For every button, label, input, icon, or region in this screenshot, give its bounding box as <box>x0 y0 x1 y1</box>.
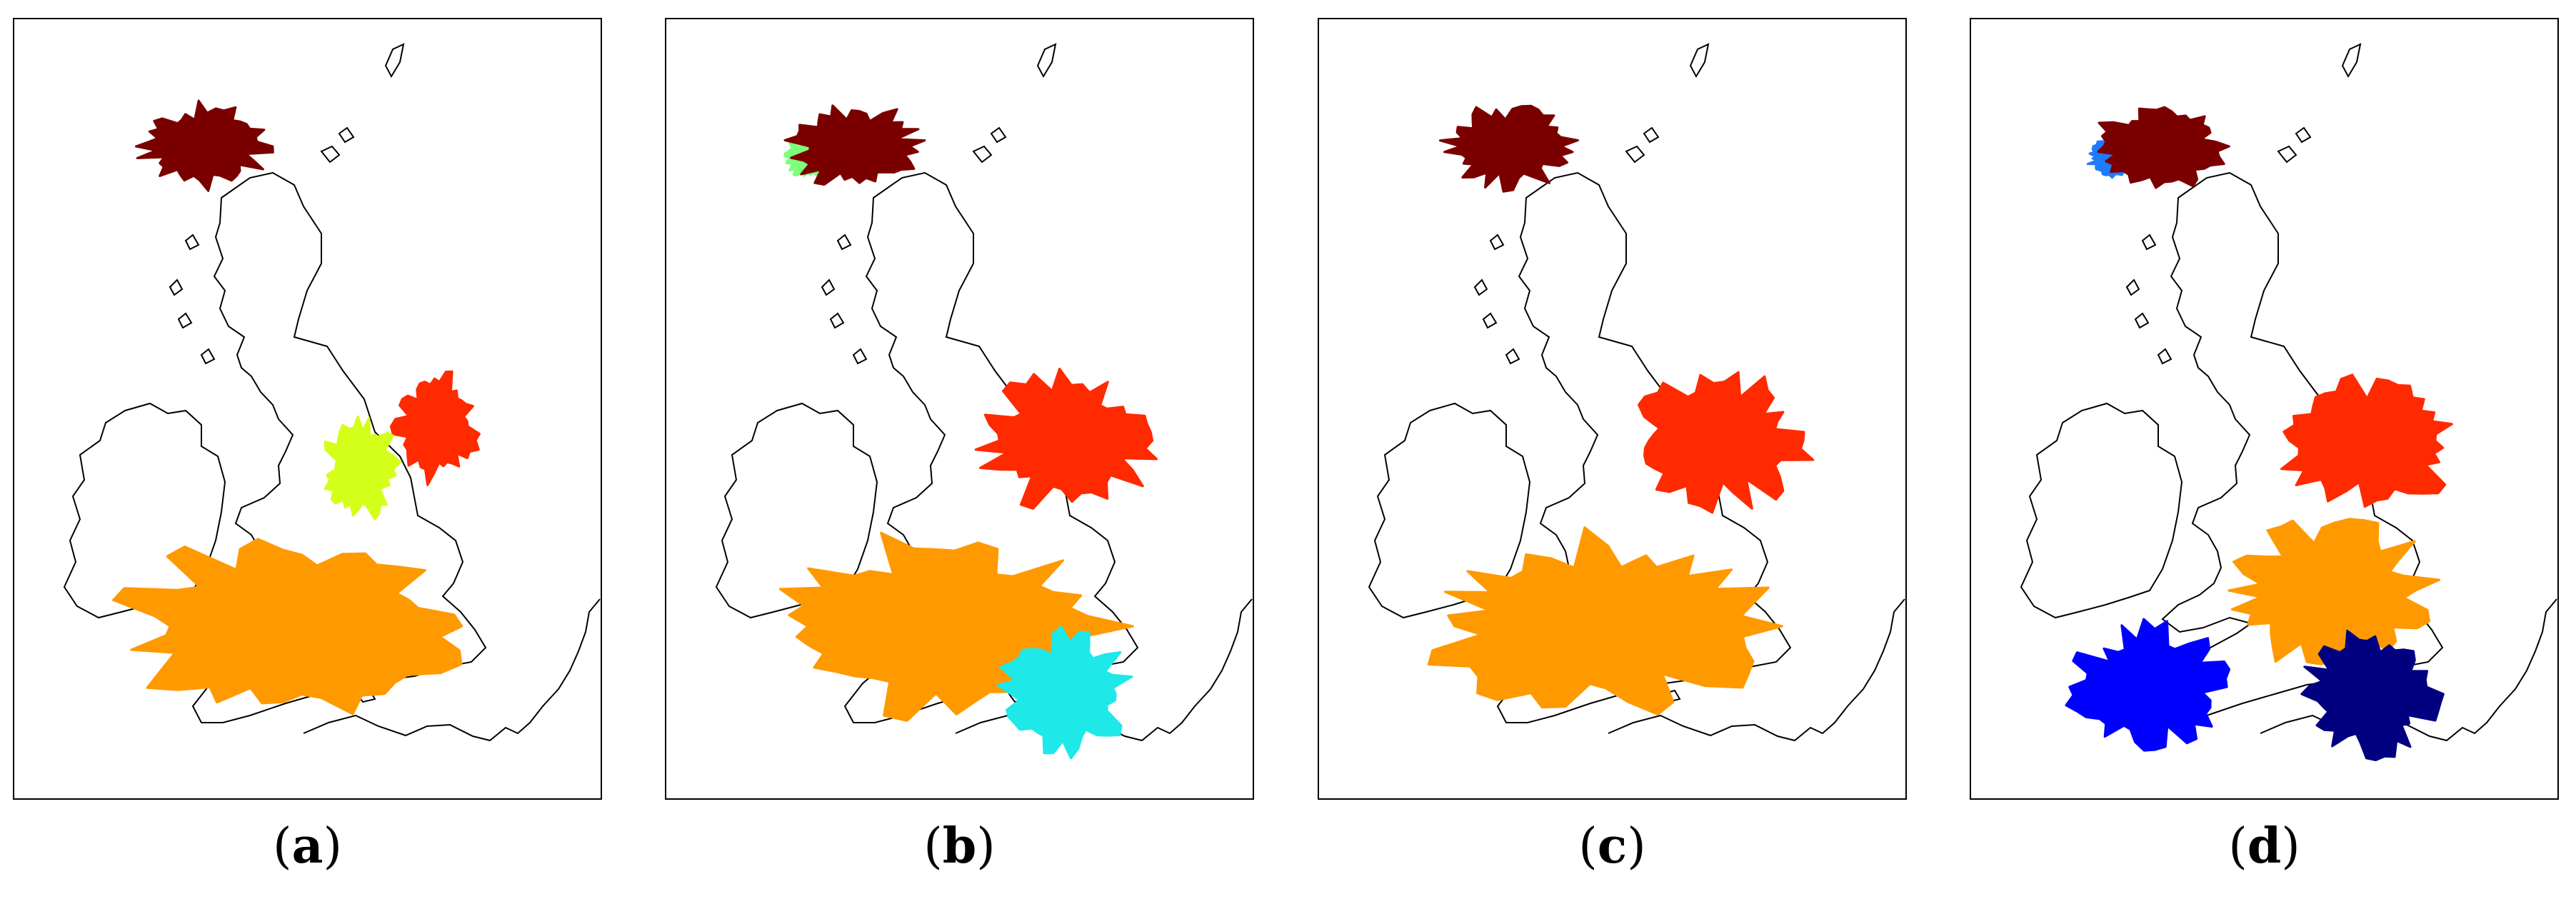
island-outline <box>2157 348 2172 365</box>
island-outline <box>990 126 1007 144</box>
island-outline <box>972 145 993 164</box>
island-outline <box>2125 278 2140 296</box>
island-outline <box>200 348 216 365</box>
region-north-england <box>2280 373 2453 508</box>
island-outline <box>384 43 405 79</box>
island-outline <box>2341 43 2362 79</box>
map-frame <box>13 18 602 800</box>
region-north-scotland <box>2097 106 2230 189</box>
region-north-england <box>974 367 1158 510</box>
island-outline <box>1505 348 1520 365</box>
france-coastline <box>1608 598 1905 742</box>
island-outline <box>852 348 868 365</box>
map-panel-b <box>665 18 1254 800</box>
island-outline <box>2277 145 2297 164</box>
region-north-scotland <box>134 99 274 192</box>
region-north-scotland <box>783 104 926 186</box>
caption-letter: b <box>942 818 977 875</box>
map-svg <box>1368 43 1905 742</box>
caption-b: (b) <box>923 818 996 875</box>
map-frame <box>665 18 1254 800</box>
map-svg <box>715 43 1253 760</box>
island-outline <box>2141 233 2157 251</box>
ireland-outline <box>715 402 878 619</box>
map-panel-a <box>13 18 602 800</box>
region-northeast-england <box>389 370 481 486</box>
island-outline <box>1689 43 1710 79</box>
region-southeast-england <box>2300 629 2445 761</box>
island-outline <box>829 312 845 329</box>
caption-letter: a <box>291 818 324 875</box>
island-outline <box>836 233 852 251</box>
region-southwest-england <box>2065 618 2231 752</box>
region-north-england <box>1638 371 1815 514</box>
caption-letter: d <box>2247 818 2282 875</box>
map-frame <box>1970 18 2559 800</box>
island-outline <box>1625 145 1645 164</box>
ireland-outline <box>1368 402 1531 619</box>
island-outline <box>1482 312 1498 329</box>
island-outline <box>1489 233 1505 251</box>
map-svg <box>63 43 601 742</box>
island-outline <box>177 312 193 329</box>
island-outline <box>821 278 836 296</box>
ireland-outline <box>2020 402 2183 619</box>
island-outline <box>338 126 355 144</box>
map-panel-d <box>1970 18 2559 800</box>
island-outline <box>184 233 200 251</box>
caption-a: (a) <box>272 818 343 875</box>
region-southeast-england <box>996 626 1133 760</box>
region-northwest-england <box>324 415 402 521</box>
island-outline <box>320 145 341 164</box>
island-outline <box>2295 126 2312 144</box>
map-svg <box>2020 43 2557 761</box>
map-frame <box>1318 18 1907 800</box>
island-outline <box>1473 278 1488 296</box>
caption-c: (c) <box>1578 818 1646 875</box>
island-outline <box>1643 126 1660 144</box>
map-panel-c <box>1318 18 1907 800</box>
island-outline <box>169 278 184 296</box>
caption-d: (d) <box>2228 818 2300 875</box>
france-coastline <box>303 598 601 742</box>
island-outline <box>1036 43 1057 79</box>
caption-letter: c <box>1597 818 1628 875</box>
region-south-england <box>1427 526 1783 715</box>
region-south-england <box>112 538 463 715</box>
region-central-england <box>2227 518 2441 666</box>
region-north-scotland <box>1438 104 1579 193</box>
island-outline <box>2134 312 2150 329</box>
